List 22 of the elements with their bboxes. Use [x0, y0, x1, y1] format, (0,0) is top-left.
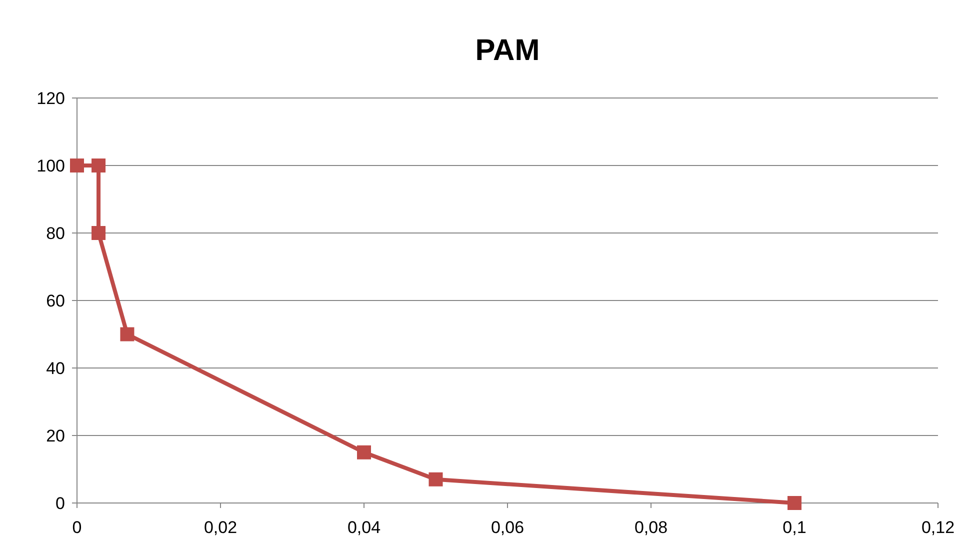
y-tick-label: 0: [56, 494, 65, 513]
point: [120, 327, 134, 342]
y-tick-label: 100: [36, 156, 65, 176]
x-tick-label: 0,08: [634, 518, 668, 537]
y-tick-label: 40: [46, 358, 65, 378]
point: [92, 226, 106, 240]
x-tick-label: 0,06: [490, 518, 524, 537]
point: [92, 158, 106, 172]
x-tick-label: 0: [72, 518, 82, 537]
point: [357, 445, 371, 460]
x-tick-label: 0,02: [204, 518, 238, 537]
x-tick-label: 0,12: [921, 518, 955, 537]
point: [788, 496, 802, 510]
x-tick-label: 0,04: [347, 518, 381, 537]
point: [428, 472, 443, 486]
y-tick-label: 120: [36, 88, 65, 108]
chart-title: PAM: [475, 34, 540, 67]
x-tick-label: 0,1: [782, 518, 806, 537]
y-tick-label: 60: [46, 291, 65, 310]
y-tick-label: 80: [46, 224, 65, 243]
point: [70, 158, 84, 172]
y-tick-label: 20: [46, 426, 65, 446]
